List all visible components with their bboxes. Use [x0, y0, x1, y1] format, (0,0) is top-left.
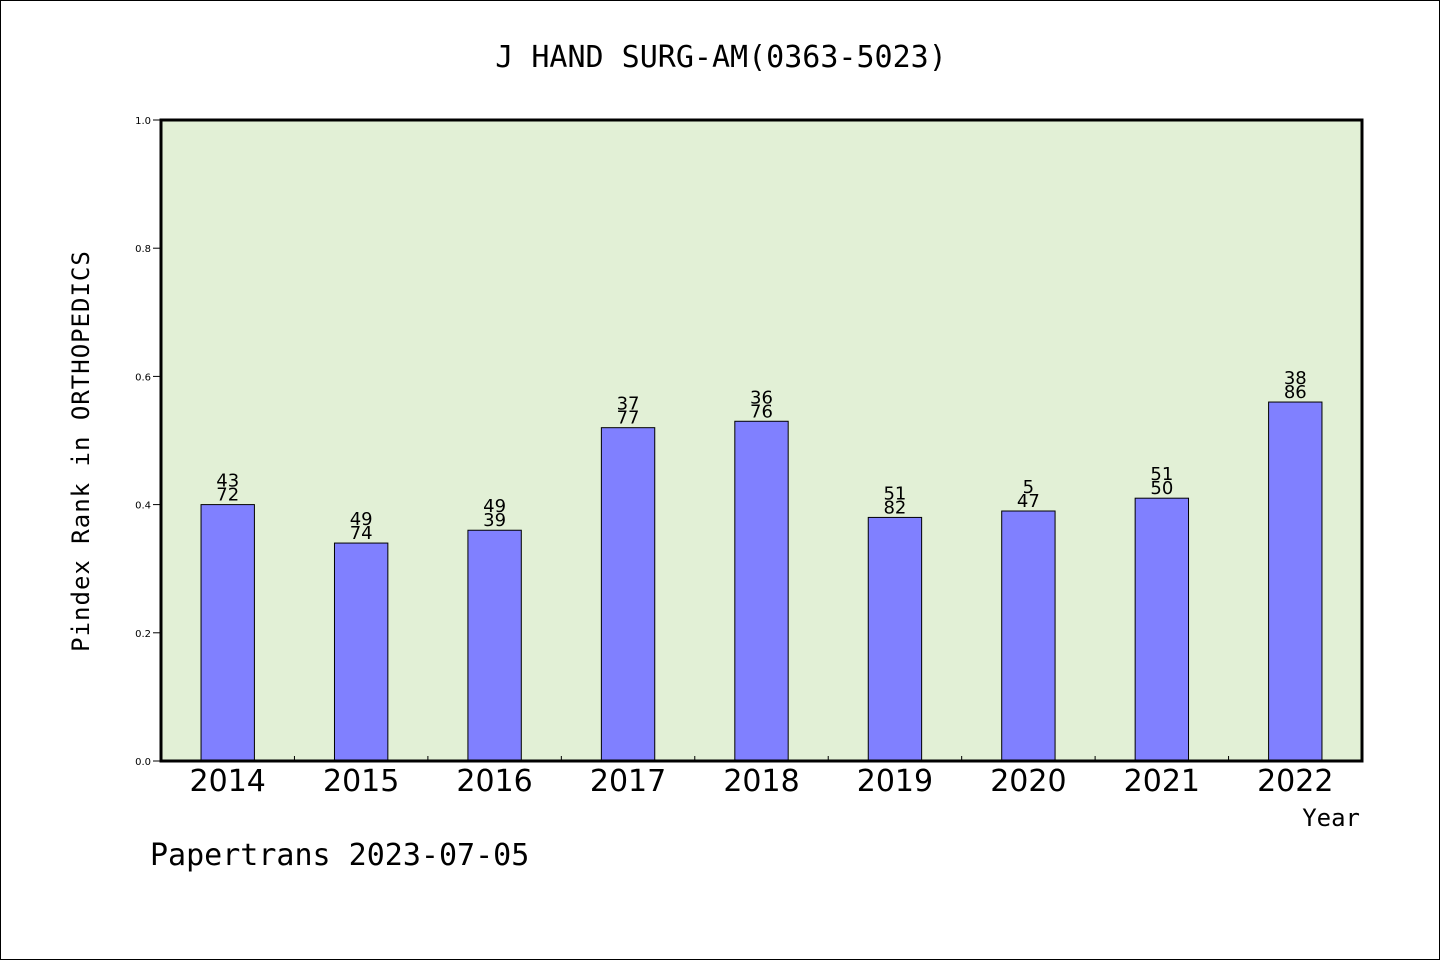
y-tick-label: 0.2 [135, 629, 151, 640]
data-label-top: 51 [883, 483, 906, 504]
bar-2022 [1268, 401, 1323, 762]
x-tick-label: 2016 [456, 764, 532, 799]
data-label-top: 37 [617, 394, 640, 415]
x-tick-label: 2019 [857, 764, 933, 799]
bar-2020 [1001, 510, 1056, 762]
bar-2019 [867, 516, 923, 762]
y-axis-label: Pindex Rank in ORTHOPEDICS [67, 250, 95, 652]
bar-2017 [600, 427, 656, 762]
x-tick-label: 2017 [590, 764, 666, 799]
y-tick-label: 1.0 [135, 116, 151, 127]
y-tick-label: 0.4 [135, 501, 151, 512]
data-label-bottom: 72 [216, 485, 239, 506]
data-label-top: 49 [483, 496, 506, 517]
data-label-top: 38 [1284, 368, 1307, 389]
x-tick-label: 2014 [190, 764, 266, 799]
x-axis: 2014 2015 2016 2017 2018 2019 2020 2021 2022 [190, 756, 1333, 799]
data-label-bottom: 76 [750, 401, 773, 422]
x-tick-label: 2021 [1124, 764, 1200, 799]
data-label-top: 49 [350, 509, 373, 530]
x-tick-label: 2018 [723, 764, 799, 799]
data-label-bottom: 86 [1284, 382, 1307, 403]
x-tick-label: 2022 [1257, 764, 1333, 799]
x-axis-label: Year [1302, 804, 1360, 832]
data-label-top: 51 [1150, 464, 1173, 485]
bars [200, 401, 1323, 762]
data-label-bottom: 50 [1150, 478, 1173, 499]
data-label-top: 5 [1023, 477, 1034, 498]
chart-title: J HAND SURG-AM(0363-5023) [495, 40, 947, 75]
data-label-top: 43 [216, 471, 239, 492]
y-tick-label: 0.8 [135, 244, 151, 255]
bar-2014 [200, 504, 255, 762]
data-label-bottom: 39 [483, 510, 506, 531]
bar-2016 [467, 529, 522, 762]
bar-2021 [1134, 497, 1190, 762]
bar-2018 [734, 420, 789, 762]
data-label-bottom: 74 [350, 523, 373, 544]
footer-credit: Papertrans 2023-07-05 [150, 838, 529, 873]
y-axis: 0.0 0.2 0.4 0.6 0.8 1.0 [135, 116, 161, 768]
data-label-bottom: 82 [883, 497, 906, 518]
plot-border [159, 118, 1364, 763]
x-tick-label: 2015 [323, 764, 399, 799]
bar-2015 [333, 542, 389, 762]
data-label-bottom: 47 [1017, 491, 1040, 512]
y-tick-label: 0.0 [135, 757, 151, 768]
data-label-top: 36 [750, 387, 773, 408]
x-tick-label: 2020 [990, 764, 1066, 799]
data-label-bottom: 77 [617, 408, 640, 429]
y-tick-label: 0.6 [135, 372, 151, 383]
